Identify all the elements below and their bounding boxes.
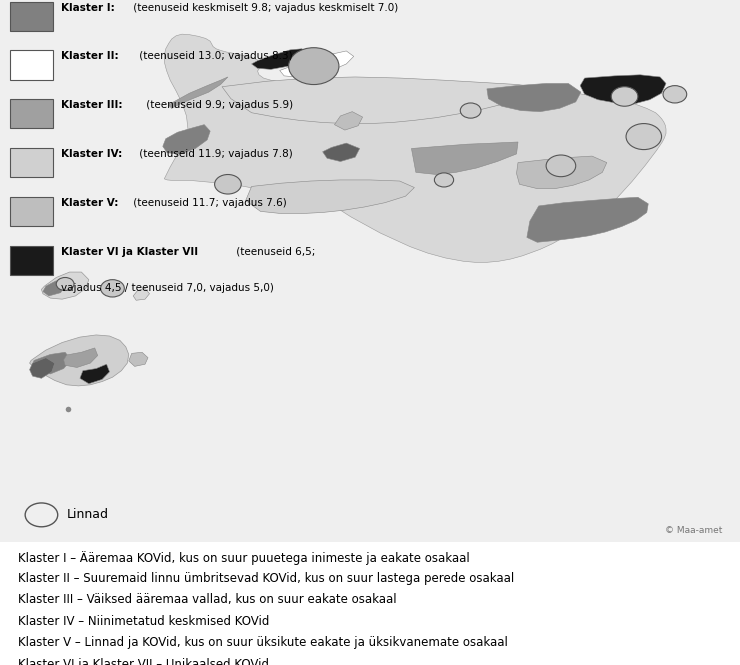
Text: Klaster VI ja Klaster VII – Unikaalsed KOVid: Klaster VI ja Klaster VII – Unikaalsed K…	[18, 658, 269, 665]
Polygon shape	[129, 352, 148, 366]
Text: (teenuseid keskmiselt 9.8; vajadus keskmiselt 7.0): (teenuseid keskmiselt 9.8; vajadus keskm…	[130, 3, 398, 13]
FancyBboxPatch shape	[10, 148, 53, 178]
Text: (teenuseid 13.0; vajadus 8.3): (teenuseid 13.0; vajadus 8.3)	[136, 51, 293, 61]
Polygon shape	[487, 84, 581, 112]
Circle shape	[546, 155, 576, 177]
FancyBboxPatch shape	[10, 1, 53, 31]
Polygon shape	[33, 352, 71, 374]
FancyBboxPatch shape	[10, 245, 53, 275]
Circle shape	[434, 173, 454, 187]
Polygon shape	[30, 358, 55, 378]
Polygon shape	[133, 289, 149, 301]
Polygon shape	[323, 143, 360, 162]
Text: Linnad: Linnad	[67, 508, 109, 521]
Polygon shape	[64, 348, 98, 368]
Circle shape	[611, 86, 638, 106]
Text: Klaster VI ja Klaster VII: Klaster VI ja Klaster VII	[61, 247, 198, 257]
Polygon shape	[41, 272, 89, 299]
Text: © Maa-amet: © Maa-amet	[665, 527, 722, 535]
FancyBboxPatch shape	[10, 99, 53, 128]
Text: (teenuseid 6,5;: (teenuseid 6,5;	[232, 247, 315, 257]
Text: Klaster III:: Klaster III:	[61, 100, 122, 110]
Polygon shape	[246, 180, 414, 213]
Polygon shape	[527, 198, 648, 242]
Polygon shape	[411, 142, 518, 174]
Polygon shape	[164, 34, 666, 262]
Polygon shape	[580, 74, 666, 104]
Circle shape	[215, 174, 241, 194]
Polygon shape	[80, 364, 110, 384]
Circle shape	[101, 280, 124, 297]
Polygon shape	[43, 281, 65, 296]
Text: Klaster I – Ääremaa KOVid, kus on suur puuetega inimeste ja eakate osakaal: Klaster I – Ääremaa KOVid, kus on suur p…	[18, 551, 470, 565]
Text: Klaster IV – Niinimetatud keskmised KOVid: Klaster IV – Niinimetatud keskmised KOVi…	[18, 615, 270, 628]
Polygon shape	[252, 49, 309, 69]
Polygon shape	[334, 112, 363, 130]
Text: Klaster IV:: Klaster IV:	[61, 149, 122, 159]
Polygon shape	[169, 77, 228, 108]
Text: Klaster I:: Klaster I:	[61, 3, 115, 13]
Polygon shape	[222, 77, 533, 124]
Circle shape	[663, 86, 687, 103]
FancyBboxPatch shape	[10, 197, 53, 226]
Text: vajadus 4,5 / teenuseid 7,0, vajadus 5,0): vajadus 4,5 / teenuseid 7,0, vajadus 5,0…	[61, 283, 274, 293]
Circle shape	[56, 277, 74, 291]
Text: Klaster V:: Klaster V:	[61, 198, 118, 208]
Polygon shape	[280, 51, 354, 77]
Text: Klaster II:: Klaster II:	[61, 51, 118, 61]
Text: Klaster V – Linnad ja KOVid, kus on suur üksikute eakate ja üksikvanemate osakaa: Klaster V – Linnad ja KOVid, kus on suur…	[18, 636, 508, 649]
Text: Klaster III – Väiksed ääremaa vallad, kus on suur eakate osakaal: Klaster III – Väiksed ääremaa vallad, ku…	[18, 593, 397, 606]
Text: Klaster II – Suuremaid linnu ümbritsevad KOVid, kus on suur lastega perede osaka: Klaster II – Suuremaid linnu ümbritsevad…	[18, 572, 514, 585]
Polygon shape	[163, 124, 210, 154]
Text: (teenuseid 9.9; vajadus 5.9): (teenuseid 9.9; vajadus 5.9)	[144, 100, 293, 110]
Text: (teenuseid 11.9; vajadus 7.8): (teenuseid 11.9; vajadus 7.8)	[136, 149, 293, 159]
FancyBboxPatch shape	[10, 51, 53, 80]
Polygon shape	[30, 335, 129, 386]
Text: (teenuseid 11.7; vajadus 7.6): (teenuseid 11.7; vajadus 7.6)	[130, 198, 286, 208]
Circle shape	[626, 124, 662, 150]
Circle shape	[289, 48, 339, 84]
Polygon shape	[517, 156, 607, 189]
Circle shape	[460, 103, 481, 118]
